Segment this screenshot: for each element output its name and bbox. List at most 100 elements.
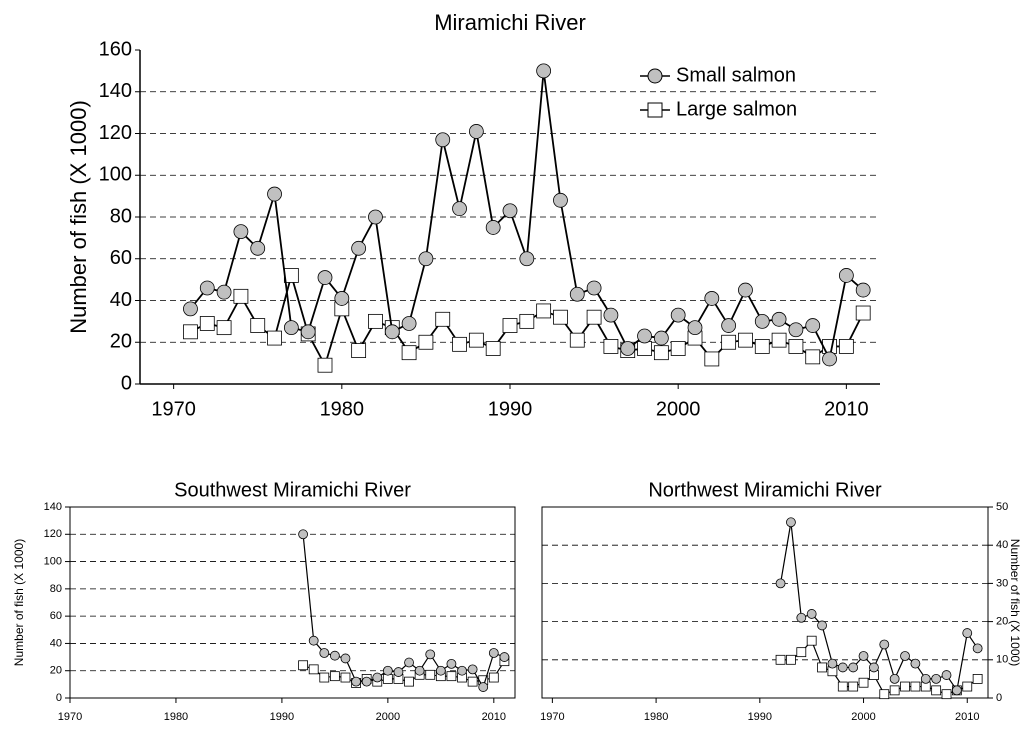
marker xyxy=(910,658,921,669)
marker xyxy=(786,517,796,528)
marker xyxy=(805,318,821,333)
marker xyxy=(786,654,796,665)
marker xyxy=(620,341,636,356)
marker xyxy=(216,320,232,336)
marker xyxy=(368,313,383,329)
marker xyxy=(250,318,266,333)
marker xyxy=(900,681,910,692)
marker xyxy=(879,639,890,650)
marker xyxy=(951,685,962,696)
marker xyxy=(536,63,552,79)
marker xyxy=(199,316,215,331)
x-tick-label: 1980 xyxy=(320,398,365,420)
marker xyxy=(298,660,308,671)
marker xyxy=(250,240,266,256)
marker xyxy=(586,309,602,325)
x-tick-label: 2010 xyxy=(824,398,869,420)
marker xyxy=(806,635,817,646)
plot-frame xyxy=(69,506,516,699)
chart-title: Southwest Miramichi River xyxy=(174,479,411,501)
marker xyxy=(586,280,602,296)
y-tick-label: 0 xyxy=(121,372,132,394)
marker xyxy=(796,612,807,623)
marker xyxy=(855,282,871,298)
marker xyxy=(319,648,330,658)
marker xyxy=(468,332,484,348)
marker xyxy=(233,224,249,240)
x-tick-label: 2000 xyxy=(376,711,400,723)
marker xyxy=(670,307,686,323)
marker xyxy=(889,685,900,696)
y-tick-label: 20 xyxy=(996,616,1008,628)
marker xyxy=(837,662,848,673)
marker xyxy=(467,676,478,687)
marker xyxy=(972,674,983,684)
marker xyxy=(889,674,900,684)
marker xyxy=(553,192,568,208)
marker xyxy=(457,665,467,676)
marker xyxy=(308,635,319,646)
marker xyxy=(653,330,669,346)
marker xyxy=(435,132,451,148)
y-tick-label: 0 xyxy=(996,692,1002,704)
marker xyxy=(485,341,501,356)
marker xyxy=(972,643,983,654)
y-tick-label: 30 xyxy=(996,577,1008,589)
marker xyxy=(900,651,910,661)
marker xyxy=(941,689,952,700)
marker xyxy=(499,652,510,662)
marker xyxy=(382,665,393,676)
marker xyxy=(910,681,921,692)
marker xyxy=(788,339,804,354)
marker xyxy=(368,209,383,225)
marker xyxy=(855,305,871,321)
marker xyxy=(452,201,467,217)
y-tick-label: 20 xyxy=(110,331,132,353)
marker xyxy=(329,671,340,682)
marker xyxy=(467,664,478,675)
y-tick-label: 120 xyxy=(44,528,62,540)
marker xyxy=(488,672,499,683)
x-tick-label: 2000 xyxy=(851,711,875,723)
marker xyxy=(848,662,859,673)
legend-label: Small salmon xyxy=(676,64,796,86)
marker xyxy=(382,674,393,684)
series-line xyxy=(780,639,978,695)
marker xyxy=(931,685,942,696)
marker xyxy=(962,681,973,692)
marker xyxy=(838,339,854,354)
y-tick-label: 20 xyxy=(50,665,62,677)
marker xyxy=(319,672,330,683)
marker xyxy=(771,332,787,348)
marker xyxy=(478,682,489,692)
chart-title: Miramichi River xyxy=(434,10,586,35)
marker xyxy=(603,339,619,354)
marker xyxy=(637,328,652,344)
marker xyxy=(962,628,973,638)
marker xyxy=(704,351,720,367)
y-tick-label: 40 xyxy=(110,289,132,311)
marker xyxy=(858,677,869,688)
marker xyxy=(738,332,753,348)
marker xyxy=(920,674,931,684)
marker xyxy=(569,286,585,302)
marker xyxy=(822,339,837,354)
legend-marker xyxy=(647,102,663,118)
y-tick-label: 80 xyxy=(50,583,62,595)
axis-label: Number of fish (X 1000) xyxy=(66,100,91,334)
marker xyxy=(754,339,770,354)
marker xyxy=(653,345,669,361)
marker xyxy=(519,251,535,267)
marker xyxy=(738,282,753,298)
marker xyxy=(414,665,425,676)
y-tick-label: 140 xyxy=(44,501,62,513)
marker xyxy=(485,220,501,235)
marker xyxy=(827,658,838,669)
x-tick-label: 1980 xyxy=(644,711,668,723)
y-tick-label: 60 xyxy=(50,610,62,622)
marker xyxy=(334,291,350,306)
series-line xyxy=(302,534,505,689)
y-tick-label: 60 xyxy=(110,247,132,269)
marker xyxy=(754,313,770,329)
x-tick-label: 1970 xyxy=(151,398,196,420)
